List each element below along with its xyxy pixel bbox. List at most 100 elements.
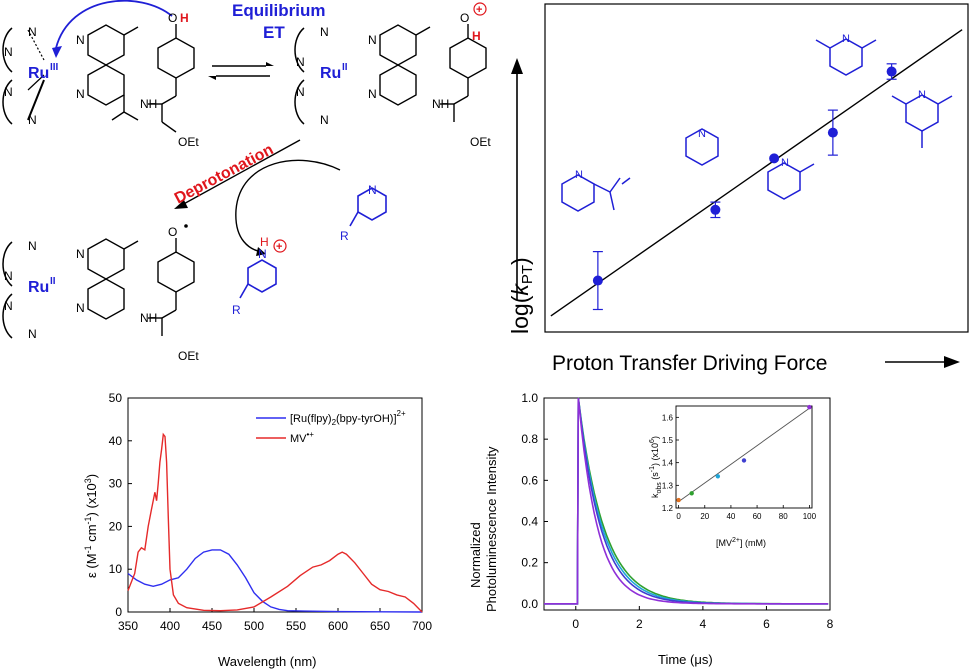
decay-xtick-label-2: 4 bbox=[700, 617, 707, 631]
correlation-ylabel: log(kPT) bbox=[507, 257, 536, 334]
inset-xtick-label-1: 20 bbox=[700, 512, 709, 521]
decay-chart: 0 2 4 6 8 0.0 0.2 0.4 0.6 0.8 1.0 Time (μs) Normal… bbox=[468, 391, 834, 667]
amide-nh-2: NH bbox=[432, 97, 449, 111]
absorption-layer: 350 400 450 500 550 600 650 700 0 10 20 30 40 50 bbox=[109, 391, 433, 633]
pyridine-n: N bbox=[368, 183, 377, 197]
decay-ytick-label-1: 0.2 bbox=[521, 556, 538, 570]
pyr-n: N bbox=[698, 128, 706, 140]
pyr-2methyl-n: N bbox=[781, 157, 789, 169]
ru2-ox-b: II bbox=[50, 276, 56, 287]
decay-xtick-label-1: 2 bbox=[636, 617, 643, 631]
ru3-ox: III bbox=[50, 62, 59, 73]
inset-layer: 0 20 40 60 80 100 1.2 1.3 1.4 1.5 1.6 bbox=[662, 404, 817, 521]
bpy-n-2: N bbox=[76, 87, 85, 101]
inset-ytick-label-3: 1.5 bbox=[662, 436, 674, 445]
correlation-layer bbox=[550, 29, 963, 317]
abs-ytick-label-0: 0 bbox=[115, 605, 122, 619]
phenol-o-2: O bbox=[460, 11, 469, 25]
inset-xtick-label-5: 100 bbox=[803, 512, 817, 521]
decay-xtick-label-0: 0 bbox=[572, 617, 579, 631]
pyridinium-h: H bbox=[260, 235, 269, 249]
ligand-n-9: N bbox=[28, 239, 37, 253]
inset-ytick-label-1: 1.3 bbox=[662, 481, 674, 490]
phenol-o: O bbox=[168, 11, 177, 25]
abs-series-1 bbox=[127, 549, 423, 613]
ligand-n-6: N bbox=[296, 55, 305, 69]
bpy-n-5: N bbox=[76, 247, 85, 261]
correlation-point-1 bbox=[592, 275, 603, 286]
ligand-n-8: N bbox=[320, 113, 329, 127]
pyr-collidine-n: N bbox=[918, 89, 926, 101]
correlation-frame bbox=[544, 3, 969, 333]
inset-xtick-label-3: 60 bbox=[753, 512, 762, 521]
inset-ytick-label-2: 1.4 bbox=[662, 459, 674, 468]
correlation-point-4 bbox=[827, 127, 838, 138]
phenol-h: H bbox=[180, 11, 189, 25]
pyridine-structures bbox=[561, 38, 953, 212]
inset-point-5 bbox=[807, 404, 812, 410]
abs-ytick-label-4: 40 bbox=[109, 434, 123, 448]
abs-xtick-label-2: 450 bbox=[202, 619, 222, 633]
scheme-complex-ru2-cation: + N N N N Ru II N N O H NH OEt bbox=[294, 2, 491, 149]
abs-series-2 bbox=[127, 432, 423, 613]
abs-xtick-label-0: 350 bbox=[118, 619, 138, 633]
ru3-label: Ru bbox=[28, 65, 49, 82]
pyridinium-r: R bbox=[232, 303, 241, 317]
decay-layer: 0 2 4 6 8 0.0 0.2 0.4 0.6 0.8 1.0 bbox=[521, 391, 833, 631]
pyr-26dimethyl-n: N bbox=[842, 33, 850, 45]
ru2-ox-a: II bbox=[342, 62, 348, 73]
deprotonation-label: Deprotonation bbox=[172, 141, 277, 207]
et-label: ET bbox=[263, 23, 285, 42]
ester-oet-3: OEt bbox=[178, 349, 199, 363]
correlation-fit-line bbox=[550, 29, 963, 317]
decay-xtick-label-3: 6 bbox=[763, 617, 770, 631]
inset-ylabel: kobs (s-1) (x106) bbox=[649, 436, 663, 498]
pyridinium-plus: + bbox=[276, 241, 282, 253]
amide-nh-3: NH bbox=[140, 311, 157, 325]
ligand-n-1: N bbox=[28, 25, 37, 39]
abs-xtick-label-5: 600 bbox=[328, 619, 348, 633]
pyridine-base: N R bbox=[340, 183, 387, 243]
scheme-complex-ru2-radical: N N N N Ru II N N O NH OEt bbox=[2, 224, 199, 363]
ru2-label-a: Ru bbox=[320, 65, 341, 82]
bpy-n-4: N bbox=[368, 87, 377, 101]
ester-oet-2: OEt bbox=[470, 135, 491, 149]
pyr-3acetyl-n: N bbox=[575, 169, 583, 181]
correlation-xlabel: Proton Transfer Driving Force bbox=[552, 352, 827, 375]
abs-ytick-label-2: 20 bbox=[109, 519, 123, 533]
bpy-n-6: N bbox=[76, 301, 85, 315]
amide-nh-1: NH bbox=[140, 97, 157, 111]
pyridinium-product: N H + R bbox=[232, 235, 287, 317]
absorption-chart: 350 400 450 500 550 600 650 700 0 10 20 30 40 50 Wave… bbox=[83, 391, 432, 669]
scheme-complex-ru3: N N N N Ru III N N O H NH OEt bbox=[2, 0, 199, 149]
abs-xtick-label-4: 550 bbox=[286, 619, 306, 633]
ligand-n-5: N bbox=[320, 25, 329, 39]
decay-ytick-label-3: 0.6 bbox=[521, 473, 538, 487]
cation-plus: + bbox=[476, 4, 482, 16]
decay-ylabel-1: Normalized bbox=[468, 522, 483, 588]
decay-series-4 bbox=[544, 397, 829, 605]
decay-xlabel: Time (μs) bbox=[658, 652, 713, 667]
correlation-point-2 bbox=[710, 204, 721, 215]
pyridinium-n: N bbox=[258, 247, 267, 261]
legend-label-ru: [Ru(flpy)2(bpy-tyrOH)]2+ bbox=[290, 409, 406, 427]
inset-xtick-label-4: 80 bbox=[779, 512, 788, 521]
ligand-n-12: N bbox=[28, 327, 37, 341]
correlation-plot: N N N N N Proton Transfer Driving Force … bbox=[507, 3, 969, 375]
decay-ytick-label-2: 0.4 bbox=[521, 514, 538, 528]
abs-xtick-label-3: 500 bbox=[244, 619, 264, 633]
inset-xtick-label-2: 40 bbox=[726, 512, 735, 521]
equilibrium-label: Equilibrium bbox=[232, 1, 326, 20]
bpy-n-3: N bbox=[368, 33, 377, 47]
bpy-n-1: N bbox=[76, 33, 85, 47]
deprotonation-arrow: Deprotonation bbox=[172, 139, 341, 256]
decay-xtick-label-4: 8 bbox=[827, 617, 834, 631]
abs-ytick-label-5: 50 bbox=[109, 391, 123, 405]
abs-ytick-label-1: 10 bbox=[109, 562, 123, 576]
abs-xtick-label-1: 400 bbox=[160, 619, 180, 633]
phenol-h-2: H bbox=[472, 29, 481, 43]
ester-oet-1: OEt bbox=[178, 135, 199, 149]
phenoxyl-o: O bbox=[168, 225, 177, 239]
